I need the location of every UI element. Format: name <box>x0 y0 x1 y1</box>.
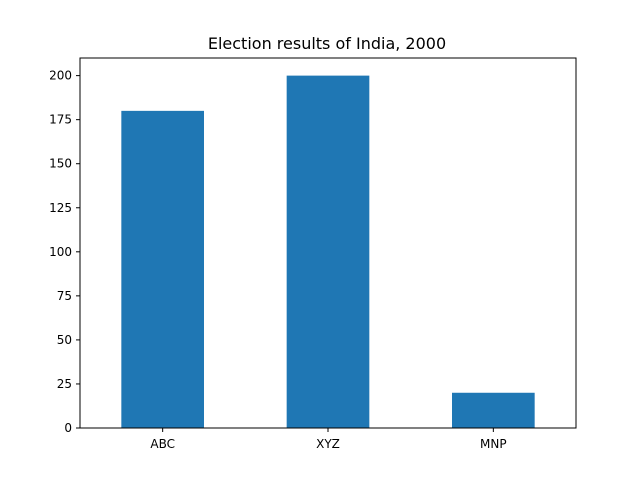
y-tick-label: 125 <box>49 201 72 215</box>
bars-group <box>121 75 535 428</box>
y-tick-label: 150 <box>49 157 72 171</box>
bar-abc <box>121 110 204 428</box>
plot-frame <box>79 57 577 429</box>
y-tick-label: 0 <box>64 421 72 435</box>
x-tick-label: MNP <box>480 437 507 451</box>
y-tick-label: 175 <box>49 113 72 127</box>
y-tick-label: 75 <box>57 289 72 303</box>
chart-title: Election results of India, 2000 <box>208 34 446 53</box>
x-tick-label: XYZ <box>316 437 340 451</box>
bar-xyz <box>286 75 370 428</box>
x-axis: ABC XYZ MNP <box>150 428 507 451</box>
y-tick-label: 25 <box>57 377 72 391</box>
y-axis: 0 25 50 75 100 125 150 175 200 <box>49 69 80 435</box>
y-tick-label: 100 <box>49 245 72 259</box>
bar-mnp <box>452 392 535 428</box>
y-tick-label: 200 <box>49 69 72 83</box>
x-tick-label: ABC <box>150 437 175 451</box>
y-tick-label: 50 <box>57 333 72 347</box>
